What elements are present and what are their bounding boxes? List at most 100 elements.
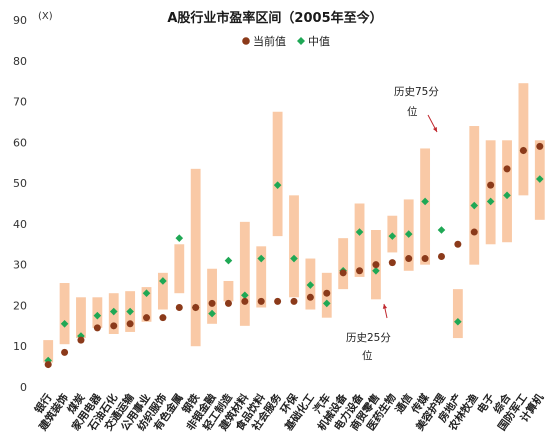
range-bar (256, 246, 267, 308)
legend-median-marker (297, 37, 305, 45)
category-label: 通信 (392, 391, 415, 416)
range-bar (157, 272, 168, 310)
y-axis: 0 10 20 30 40 50 60 70 80 90 (13, 14, 27, 394)
current-point (257, 297, 265, 305)
annotation-p25-line1: 历史25分 (346, 332, 391, 344)
current-point (290, 297, 298, 305)
annotation-p25: 历史25分 位 (346, 303, 391, 362)
y-axis-unit: (X) (38, 11, 53, 22)
annotation-p25-line2: 位 (362, 349, 373, 362)
legend-current-marker (242, 37, 250, 45)
range-bar (502, 140, 512, 243)
range-bars (43, 83, 545, 363)
range-bar (59, 283, 70, 345)
current-point (437, 253, 445, 261)
current-point (405, 255, 413, 263)
median-point (437, 226, 446, 234)
current-point (487, 181, 495, 189)
range-bar (190, 168, 201, 347)
current-point (175, 303, 183, 311)
current-point (192, 303, 200, 311)
current-point (93, 324, 101, 332)
median-point (372, 266, 380, 275)
range-bar (272, 111, 283, 237)
range-bar (174, 244, 185, 294)
y-tick-label: 10 (13, 340, 27, 353)
median-point (454, 317, 462, 326)
current-point (208, 299, 216, 307)
current-point (126, 320, 134, 328)
median-point (404, 230, 413, 238)
current-point (388, 259, 396, 267)
category-label: 电子 (474, 391, 497, 416)
median-point (355, 228, 364, 236)
arrow-head (382, 304, 388, 309)
y-tick-label: 50 (13, 177, 27, 190)
current-point (241, 297, 249, 305)
median-point (470, 201, 479, 210)
current-point (536, 142, 544, 150)
arrow-head (432, 127, 437, 132)
y-tick-label: 30 (13, 259, 27, 272)
median-point (306, 281, 315, 289)
category-labels: 银行建筑装饰煤炭家用电器石油石化交通运输公用事业纺织服饰有色金属钢铁非银金融轻工… (32, 391, 547, 434)
current-point (503, 165, 511, 173)
current-point (421, 255, 429, 263)
median-point (93, 311, 102, 320)
range-bar (239, 221, 250, 326)
value-markers (44, 142, 544, 369)
current-point (519, 146, 527, 154)
range-bar (76, 297, 86, 339)
range-bar (518, 83, 529, 196)
current-point (323, 289, 331, 297)
current-point (306, 293, 314, 301)
median-point (536, 175, 544, 183)
y-tick-label: 40 (13, 218, 27, 231)
current-point (61, 348, 69, 356)
median-point (486, 197, 495, 206)
median-point (290, 254, 298, 263)
annotation-p75-line1: 历史75分 (394, 86, 439, 98)
current-point (356, 267, 364, 275)
current-point (224, 299, 232, 307)
range-bar (469, 126, 480, 265)
median-point (388, 232, 397, 240)
current-point (159, 314, 167, 322)
range-bar (338, 238, 349, 290)
y-tick-label: 90 (13, 14, 27, 27)
range-bar (207, 268, 217, 324)
range-bar (485, 140, 496, 245)
range-bar (354, 203, 365, 277)
current-point (274, 297, 282, 305)
current-point (77, 336, 85, 344)
legend-median-label: 中值 (308, 35, 330, 48)
median-point (109, 307, 118, 316)
median-point (241, 291, 249, 300)
median-point (208, 309, 216, 318)
y-tick-label: 20 (13, 299, 27, 312)
median-point (273, 181, 282, 189)
median-point (322, 299, 331, 308)
annotation-p75-line2: 位 (407, 105, 418, 118)
current-point (44, 361, 52, 369)
current-point (143, 314, 151, 322)
median-point (421, 197, 429, 206)
range-bar (420, 148, 431, 265)
y-tick-label: 60 (13, 136, 27, 149)
range-bar (289, 195, 299, 298)
current-point (339, 269, 347, 277)
median-point (257, 254, 266, 263)
median-point (142, 289, 151, 298)
median-point (126, 307, 134, 316)
range-bar (452, 289, 463, 339)
legend-current-label: 当前值 (253, 34, 286, 48)
median-point (77, 332, 85, 340)
range-bar (141, 287, 152, 322)
median-point (503, 191, 511, 200)
current-point (110, 322, 118, 330)
current-point (454, 240, 462, 248)
current-point (470, 228, 478, 236)
range-bar (43, 340, 54, 363)
median-point (224, 256, 233, 265)
